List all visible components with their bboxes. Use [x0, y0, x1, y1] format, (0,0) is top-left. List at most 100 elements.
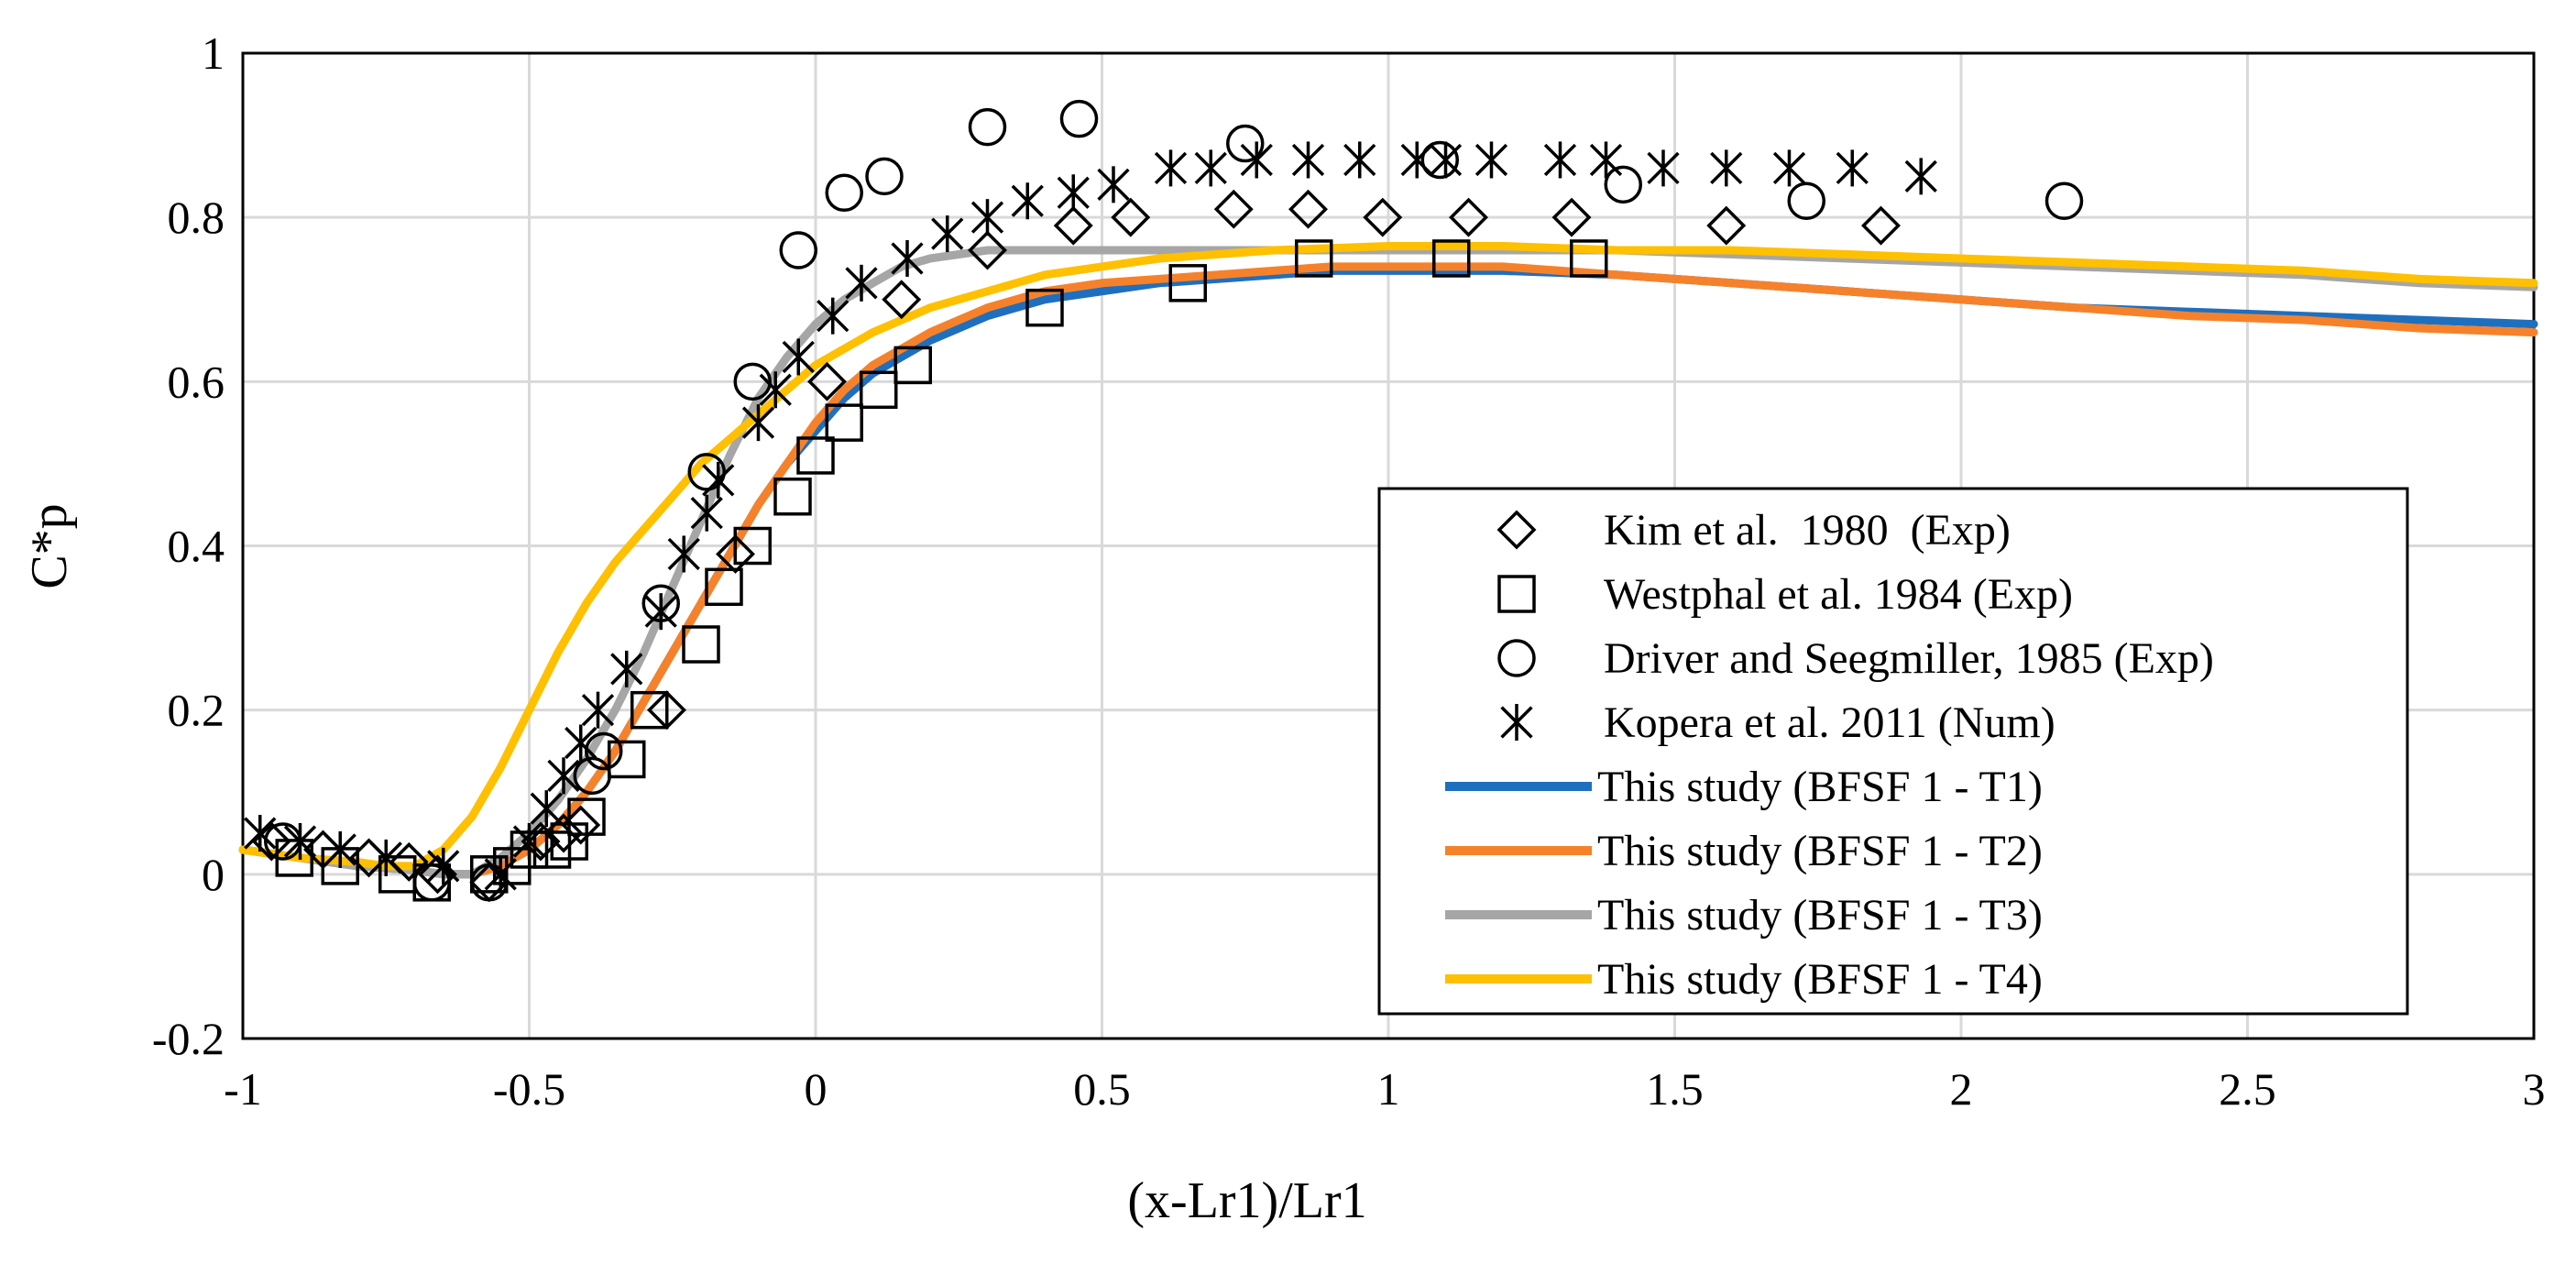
data-point-asterisk [1343, 141, 1376, 179]
data-point-asterisk [891, 239, 924, 277]
data-point-square [1025, 288, 1064, 327]
data-point-asterisk [484, 855, 517, 893]
data-point-square [630, 690, 669, 730]
data-point-asterisk [581, 691, 615, 729]
data-point-asterisk [283, 823, 317, 860]
data-point-asterisk [970, 199, 1004, 236]
data-point-circle [585, 731, 623, 771]
data-point-asterisk [702, 461, 735, 499]
y-axis-ticks: -0.2 0 0.2 0.4 0.6 0.8 1 [152, 27, 225, 1064]
data-point-asterisk [610, 650, 643, 687]
data-point-square [1432, 239, 1471, 278]
data-point-asterisk [931, 215, 964, 253]
data-point-asterisk [1543, 141, 1577, 179]
data-point-square [682, 625, 720, 664]
data-point-asterisk [547, 757, 580, 795]
data-point-asterisk [741, 404, 775, 442]
data-point-diamond [1363, 197, 1403, 237]
data-point-diamond [1551, 197, 1592, 237]
data-point-square [705, 567, 743, 607]
legend-label: Kim et al. 1980 (Exp) [1604, 506, 2011, 555]
data-point-asterisk [1429, 141, 1463, 179]
x-tick-label: 3 [2523, 1063, 2546, 1115]
data-point-circle [968, 107, 1007, 147]
series-line-8 [238, 242, 2538, 871]
data-point-diamond [716, 533, 755, 574]
data-point-square [567, 797, 606, 836]
data-point-asterisk [1011, 182, 1044, 220]
legend-marker-square [1497, 575, 1536, 613]
legend-label: Driver and Seegmiller, 1985 (Exp) [1604, 634, 2214, 683]
data-point-diamond [1288, 189, 1328, 229]
data-point-circle [1059, 99, 1099, 138]
data-point-asterisk [1194, 149, 1227, 187]
legend-item: This study (BFSF 1 - T1) [1445, 763, 2043, 811]
data-point-diamond [1053, 205, 1093, 246]
data-point-asterisk [565, 724, 597, 762]
legend-marker-asterisk [1500, 704, 1533, 741]
y-tick-label: 0.4 [168, 521, 225, 572]
legend-label: Kopera et al. 2011 (Num) [1604, 698, 2055, 747]
data-point-asterisk [759, 371, 792, 409]
data-point-asterisk [1291, 141, 1325, 179]
data-point-square [608, 740, 646, 779]
y-tick-label: 0.6 [168, 356, 225, 407]
data-point-asterisk [323, 830, 356, 868]
y-tick-label: 1 [202, 27, 225, 79]
data-point-circle [865, 157, 904, 196]
data-point-diamond [882, 280, 922, 320]
x-tick-label: 2 [1950, 1063, 1973, 1115]
data-point-asterisk [667, 535, 700, 573]
x-tick-label: 1 [1377, 1063, 1400, 1115]
x-tick-label: -0.5 [493, 1063, 565, 1115]
x-axis-ticks: -1 -0.5 0 0.5 1 1.5 2 2.5 3 [224, 1063, 2545, 1115]
plot-area-frame [241, 51, 2536, 1040]
data-point-asterisk [1474, 141, 1508, 179]
data-point-square [825, 403, 863, 442]
data-point-circle [1420, 140, 1459, 180]
data-point-circle [733, 362, 772, 401]
y-tick-label: 0.2 [168, 685, 225, 736]
data-point-circle [1787, 181, 1825, 220]
data-point-asterisk [427, 847, 460, 885]
data-point-diamond [1706, 205, 1747, 246]
legend-marker-diamond [1496, 510, 1537, 550]
series-asterisk-markers [244, 141, 1937, 893]
data-point-asterisk [644, 593, 677, 631]
legend-marker-circle [1497, 639, 1536, 677]
data-point-diamond [807, 361, 847, 401]
data-point-asterisk [1836, 149, 1869, 187]
data-point-circle [573, 756, 611, 796]
data-point-square [1295, 239, 1333, 278]
series-line-6 [238, 262, 2538, 879]
data-point-square [733, 526, 772, 566]
data-point-diamond [968, 230, 1007, 270]
legend-item: This study (BFSF 1 - T3) [1445, 891, 2043, 940]
data-point-circle [1226, 124, 1265, 163]
data-point-asterisk [369, 839, 402, 876]
x-tick-label: 0.5 [1073, 1063, 1131, 1115]
data-point-asterisk [1240, 141, 1273, 179]
data-point-asterisk [530, 790, 563, 828]
data-point-square [773, 478, 812, 516]
data-point-circle [1604, 165, 1642, 204]
legend-label: This study (BFSF 1 - T4) [1597, 955, 2043, 1004]
data-point-square [796, 436, 835, 475]
data-point-asterisk [845, 264, 878, 302]
data-point-diamond [1213, 189, 1254, 229]
data-point-circle [412, 863, 451, 902]
data-point-asterisk [782, 338, 815, 376]
data-point-asterisk [1589, 141, 1623, 179]
legend-items: Kim et al. 1980 (Exp) Westphal et al. 198… [1445, 506, 2214, 1004]
legend-item: Kopera et al. 2011 (Num) [1500, 698, 2055, 747]
legend-item: This study (BFSF 1 - T4) [1445, 955, 2043, 1004]
x-tick-label: 2.5 [2219, 1063, 2276, 1115]
y-tick-label: 0.8 [168, 192, 225, 243]
data-point-circle [825, 173, 863, 213]
marker-series-layer [244, 99, 2084, 903]
data-point-circle [779, 231, 817, 269]
legend-label: This study (BFSF 1 - T2) [1597, 827, 2043, 875]
data-point-circle [2044, 181, 2084, 220]
y-tick-label: 0 [202, 849, 225, 900]
